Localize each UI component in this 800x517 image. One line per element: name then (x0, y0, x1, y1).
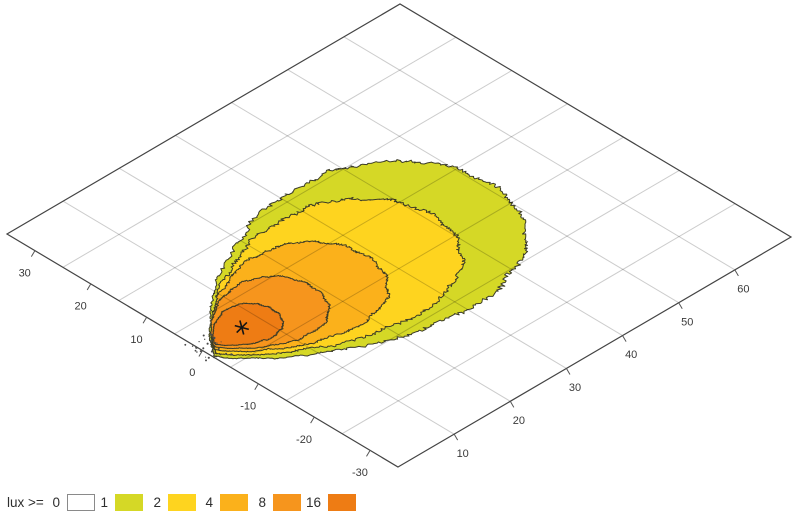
x-axis-tick-label: 10 (457, 448, 469, 460)
legend-swatch-0 (67, 494, 95, 511)
grid-lines (62, 36, 736, 435)
stray-dot (184, 343, 187, 346)
stray-dot (205, 359, 207, 362)
stray-dot (210, 333, 213, 336)
x-axis-tick-label: 20 (513, 415, 525, 427)
stray-dot (214, 342, 217, 344)
legend-entry-label-8: 8 (258, 495, 266, 510)
stray-dot (230, 353, 233, 356)
stray-dot (213, 336, 216, 340)
x-axis-tick-label: 60 (737, 284, 749, 296)
stray-dot (195, 346, 197, 349)
y-axis-tick-label: -10 (240, 401, 256, 413)
legend-swatch-1 (115, 494, 143, 511)
legend-entry-label-1: 1 (100, 495, 108, 510)
grid-line-x (175, 134, 567, 369)
y-axis-tick (30, 250, 36, 257)
grid-line-y (286, 169, 680, 401)
asterisk-arm (236, 321, 248, 334)
x-axis-tick (734, 269, 739, 277)
stray-dot (213, 356, 215, 359)
grid-line-y (341, 203, 736, 435)
stray-dot (222, 357, 224, 359)
y-axis-tick-label: -20 (296, 434, 312, 446)
contour-region-lux-16 (212, 302, 285, 347)
stray-dot (202, 334, 205, 337)
x-axis-tick (622, 335, 627, 342)
legend-swatch-8 (273, 494, 301, 511)
y-axis-tick-label: 20 (74, 301, 86, 313)
plot-border (5, 3, 793, 468)
grid-line-x (287, 69, 679, 304)
grid-line-y (62, 36, 457, 268)
stray-dot (196, 351, 198, 353)
grid-line-y (118, 70, 512, 302)
contour-fills (208, 159, 529, 360)
stray-dot (205, 356, 207, 358)
y-axis-tick-label: -30 (352, 467, 368, 479)
legend-entry-label-2: 2 (153, 495, 161, 510)
legend-swatch-4 (220, 494, 248, 511)
grid-line-x (119, 167, 511, 402)
legend-swatch-2 (168, 494, 196, 511)
grid-line-x (62, 200, 455, 435)
y-axis-tick (310, 416, 315, 424)
stray-dot (210, 350, 214, 353)
stray-dots (184, 333, 234, 362)
y-axis-tick-label: 0 (189, 367, 195, 379)
stray-dot (199, 350, 202, 353)
legend: lux >= 0 1 2 4 8 16 (0, 493, 420, 515)
legend-entry-label-4: 4 (205, 495, 213, 510)
y-axis-tick (254, 383, 259, 391)
grid-line-y (174, 103, 568, 335)
legend-entry-label-16: 16 (305, 495, 321, 510)
stray-dot (206, 342, 209, 345)
stray-dot (198, 340, 200, 343)
x-axis-tick-label: 30 (569, 382, 581, 394)
y-axis-tick-label: 10 (130, 334, 142, 346)
x-axis-tick-label: 40 (625, 349, 637, 361)
grid-line-x (343, 36, 736, 271)
grid-line-y (230, 136, 624, 368)
stray-dot (216, 342, 218, 344)
x-axis-tick (453, 433, 459, 441)
stray-dot (202, 347, 205, 350)
x-axis-tick (509, 401, 515, 408)
grid-line-x (231, 102, 623, 337)
stray-dot (217, 347, 220, 350)
stray-dot (220, 354, 222, 356)
y-axis-tick (142, 316, 148, 324)
legend-entry-label-0: 0 (52, 495, 60, 510)
stray-dot (225, 352, 228, 355)
stray-dot (207, 356, 210, 359)
y-axis-tick (86, 283, 92, 291)
y-axis-tick-label: 30 (19, 267, 31, 279)
x-axis-tick-label: 50 (681, 316, 693, 328)
stray-dot (191, 345, 194, 347)
y-axis-tick (198, 350, 203, 357)
stray-dot (194, 349, 197, 352)
light-source-asterisk-marker (234, 320, 250, 335)
stray-dot (210, 339, 213, 342)
stray-dot (204, 338, 206, 340)
stray-dot (220, 341, 222, 343)
legend-swatch-16 (328, 494, 356, 511)
y-axis-tick (366, 450, 371, 457)
x-axis-tick (678, 302, 683, 310)
legend-prefix-label: lux >= (7, 495, 44, 510)
x-axis-tick (565, 368, 571, 375)
axis-ticks: 10 20 30 40 50 60 30 20 10 0 -10 -20 -30 (19, 250, 750, 479)
